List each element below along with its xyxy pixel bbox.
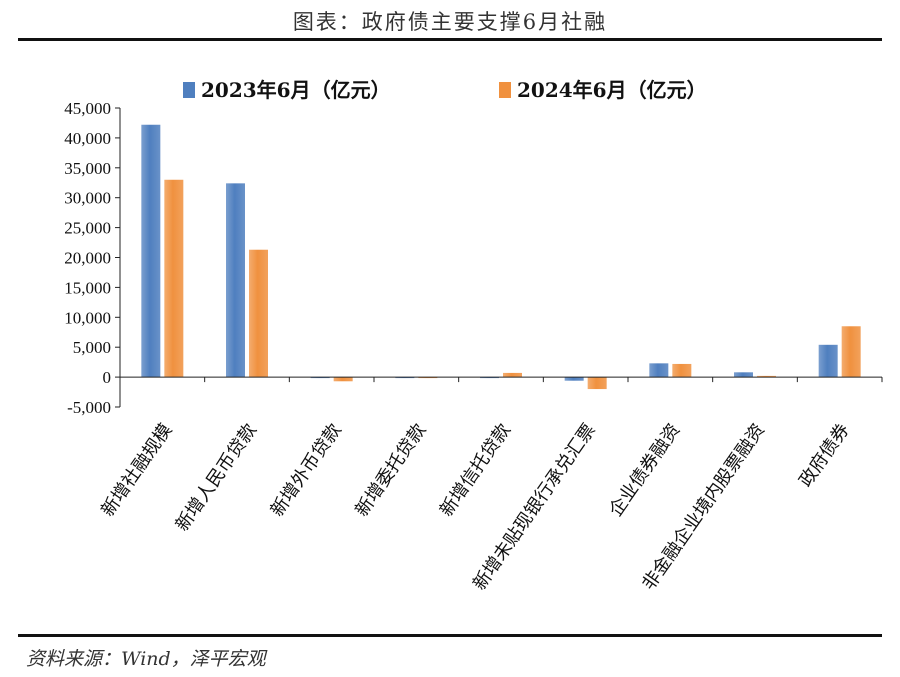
bar-2024-1: [249, 249, 268, 378]
y-tick-label: 45,000: [64, 99, 111, 118]
legend-label: 2023年6月（亿元）: [201, 78, 391, 102]
bar-2023-8: [818, 344, 838, 378]
source-note: 资料来源：Wind，泽平宏观: [26, 648, 266, 670]
category-label: 新增人民币贷款: [172, 420, 261, 535]
chart-title: 图表：政府债主要支撑6月社融: [292, 10, 608, 34]
bar-2023-7: [734, 372, 753, 378]
category-label: 新增信托贷款: [436, 420, 515, 521]
bar-2023-1: [226, 183, 245, 378]
category-label: 新增外币贷款: [267, 420, 346, 521]
bar-2023-6: [649, 363, 669, 378]
bar-2024-7: [757, 375, 776, 378]
category-label: 企业债券融资: [605, 420, 684, 521]
category-label: 新增社融规模: [97, 420, 176, 521]
y-tick-label: -5,000: [67, 398, 111, 417]
y-tick-label: 5,000: [73, 338, 111, 357]
category-label: 新增委托贷款: [351, 420, 430, 521]
bottom-rule: [18, 634, 882, 637]
y-tick-label: 20,000: [64, 249, 111, 268]
bars: [141, 124, 861, 390]
legend-label: 2024年6月（亿元）: [517, 78, 707, 102]
y-tick-label: 0: [103, 368, 112, 387]
y-tick-label: 40,000: [64, 129, 111, 148]
y-tick-label: 10,000: [64, 308, 111, 327]
bar-2024-0: [164, 179, 184, 378]
y-axis: 45,000 40,000 35,000 30,000 25,000 20,000 15,0…: [64, 99, 121, 417]
bar-2024-5: [587, 377, 607, 390]
legend: 2023年6月（亿元） 2024年6月（亿元）: [183, 78, 707, 102]
bar-2024-4: [503, 372, 522, 378]
bar-2024-2: [333, 377, 353, 382]
y-tick-label: 25,000: [64, 219, 111, 238]
y-tick-label: 30,000: [64, 189, 111, 208]
category-label: 政府债券: [795, 420, 853, 491]
y-tick-label: 35,000: [64, 159, 111, 178]
top-rule: [18, 38, 882, 41]
legend-swatch: [499, 82, 511, 98]
y-tick-label: 15,000: [64, 278, 111, 297]
bar-2023-0: [141, 124, 161, 378]
bar-2023-5: [564, 377, 584, 381]
legend-swatch: [183, 82, 195, 98]
bar-2024-6: [672, 363, 692, 378]
bar-2024-8: [841, 326, 861, 378]
